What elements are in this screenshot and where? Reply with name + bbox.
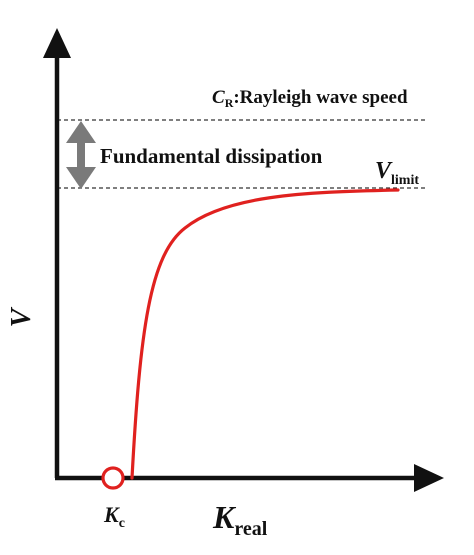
x-axis-label: Kreal (212, 499, 268, 540)
dissipation-label: Fundamental dissipation (100, 144, 323, 168)
kc-label: Kc (103, 502, 125, 531)
velocity-curve (130, 188, 400, 480)
x-axis-arrowhead (414, 464, 444, 492)
rayleigh-label: CR:Rayleigh wave speed (212, 87, 408, 110)
y-axis-label: V (6, 306, 37, 327)
y-axis-arrowhead (43, 28, 71, 58)
vertical-double-arrow-icon (66, 121, 96, 189)
v-limit-label: Vlimit (375, 158, 419, 188)
open-circle-icon (101, 466, 125, 490)
